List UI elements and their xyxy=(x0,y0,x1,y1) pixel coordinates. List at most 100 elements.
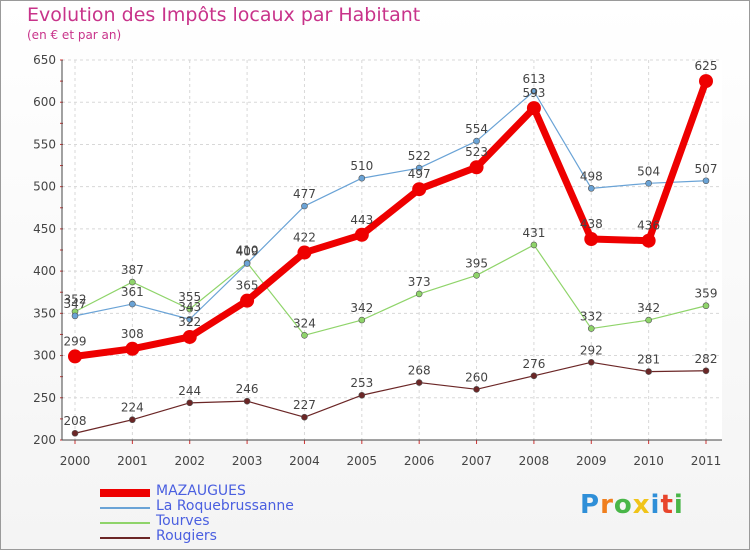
data-point xyxy=(530,241,538,249)
data-label: 246 xyxy=(236,382,259,396)
data-point xyxy=(301,331,308,339)
data-point xyxy=(587,185,595,192)
x-tick-label: 2004 xyxy=(289,454,320,468)
data-label: 504 xyxy=(637,164,660,178)
data-label: 308 xyxy=(121,327,144,341)
data-label: 342 xyxy=(350,301,373,315)
data-point xyxy=(645,368,652,375)
data-point xyxy=(358,316,366,324)
data-point xyxy=(358,174,366,182)
data-label: 292 xyxy=(580,343,603,357)
series-line-0 xyxy=(71,77,710,360)
data-label: 438 xyxy=(580,217,603,231)
data-point xyxy=(530,372,538,380)
chart-title: Evolution des Impôts locaux par Habitant xyxy=(27,4,421,26)
data-label: 422 xyxy=(293,231,316,245)
data-label: 395 xyxy=(465,256,488,270)
data-label: 436 xyxy=(637,219,660,233)
legend-label: La Roquebrussanne xyxy=(156,498,294,514)
data-label: 342 xyxy=(637,301,660,315)
series-line-1 xyxy=(74,90,707,320)
data-point xyxy=(186,305,194,313)
data-point xyxy=(641,233,656,248)
data-point xyxy=(68,349,82,364)
data-point xyxy=(129,416,136,424)
data-point xyxy=(645,316,652,324)
logo-letter: t xyxy=(660,490,674,520)
data-label: 507 xyxy=(695,162,718,176)
x-tick-label: 2008 xyxy=(519,454,550,468)
data-point xyxy=(186,315,194,323)
data-label: 477 xyxy=(293,187,316,201)
chart-subtitle: (en € et par an) xyxy=(27,28,122,42)
data-point xyxy=(473,386,480,393)
data-point xyxy=(530,87,538,95)
data-point xyxy=(702,177,710,185)
data-point xyxy=(526,101,541,116)
legend-label: MAZAUGUES xyxy=(156,483,246,499)
data-label: 299 xyxy=(64,334,87,348)
y-tick-label: 350 xyxy=(33,306,56,320)
data-label: 361 xyxy=(121,285,144,299)
legend-swatch xyxy=(100,507,150,509)
logo-letter: i xyxy=(673,490,684,520)
data-point xyxy=(129,278,136,286)
data-label: 554 xyxy=(465,122,488,136)
logo-letter: x xyxy=(632,490,651,520)
data-point xyxy=(702,367,710,375)
data-point xyxy=(243,397,251,405)
data-label: 224 xyxy=(121,401,144,415)
series-line-2 xyxy=(74,244,707,336)
y-tick-label: 450 xyxy=(33,222,56,236)
y-tick-label: 300 xyxy=(33,349,56,363)
data-label: 322 xyxy=(178,315,201,329)
data-label: 343 xyxy=(178,300,201,314)
x-tick-label: 2009 xyxy=(576,454,607,468)
data-point xyxy=(297,245,312,260)
proxiti-logo: Proxiti xyxy=(580,490,684,520)
x-tick-label: 2006 xyxy=(404,454,435,468)
data-label: 613 xyxy=(522,72,545,86)
legend-swatch xyxy=(100,522,150,524)
logo-letter: P xyxy=(580,490,601,520)
legend-label: Tourves xyxy=(156,513,210,529)
data-point xyxy=(182,329,197,344)
data-point xyxy=(358,391,366,399)
data-label: 510 xyxy=(350,159,373,173)
data-point xyxy=(301,202,308,210)
data-point xyxy=(584,232,599,247)
y-tick-label: 550 xyxy=(33,137,56,151)
data-label: 593 xyxy=(522,86,545,100)
series-line-3 xyxy=(74,361,707,434)
data-label: 324 xyxy=(293,316,316,330)
data-point xyxy=(473,272,480,279)
data-label: 227 xyxy=(293,398,316,412)
data-label: 365 xyxy=(236,279,259,293)
data-label: 244 xyxy=(178,384,201,398)
data-point xyxy=(415,164,423,172)
x-tick-label: 2010 xyxy=(633,454,664,468)
y-tick-label: 500 xyxy=(33,180,56,194)
x-tick-label: 2005 xyxy=(347,454,378,468)
x-tick-label: 2001 xyxy=(117,454,148,468)
data-point xyxy=(415,379,423,386)
data-label: 268 xyxy=(408,364,431,378)
y-tick-label: 200 xyxy=(33,433,56,447)
data-label: 625 xyxy=(695,59,718,73)
logo-letter: i xyxy=(650,490,661,520)
plot-area xyxy=(62,60,722,440)
y-tick-label: 650 xyxy=(33,53,56,67)
data-label: 410 xyxy=(236,244,259,258)
data-point xyxy=(473,137,480,145)
data-label: 443 xyxy=(350,213,373,227)
data-point xyxy=(412,182,427,197)
data-point xyxy=(71,312,79,320)
data-label: 523 xyxy=(465,145,488,159)
data-label: 498 xyxy=(580,169,603,183)
data-label: 387 xyxy=(121,263,144,277)
data-label: 347 xyxy=(64,297,87,311)
x-tick-label: 2002 xyxy=(174,454,205,468)
data-label: 282 xyxy=(695,352,718,366)
data-label: 355 xyxy=(178,290,201,304)
